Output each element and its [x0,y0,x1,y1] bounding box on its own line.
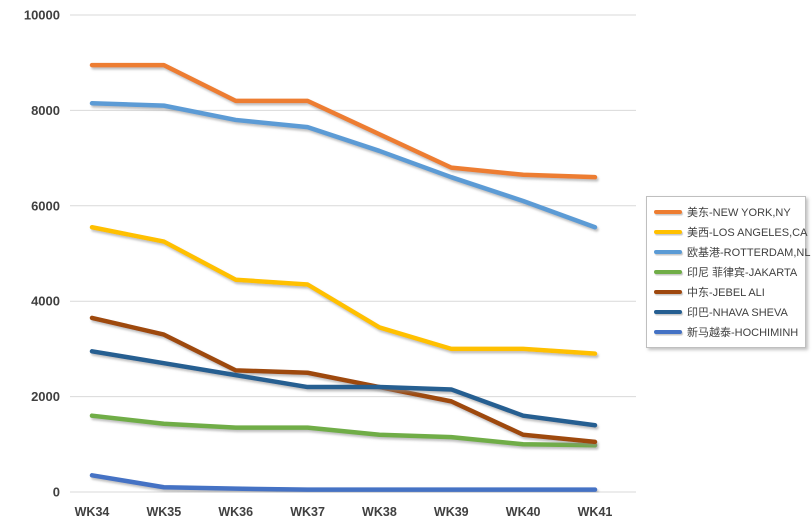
chart-legend[interactable]: 美东-NEW YORK,NY 美西-LOS ANGELES,CA 欧基港-ROTTE… [646,196,810,348]
series-line-新马越泰-HOCHIMINH[interactable] [89,473,598,492]
series-line-美西-LOS ANGELES,CA[interactable] [89,225,598,356]
legend-label: 印巴-NHAVA SHEVA [687,307,788,319]
legend-label: 美西-LOS ANGELES,CA [687,227,808,239]
y-tick-label: 6000 [31,198,60,213]
y-tick-label: 8000 [31,103,60,118]
x-tick-label: WK34 [75,505,110,519]
x-tick-label: WK40 [506,505,541,519]
legend-item[interactable]: 印巴-NHAVA SHEVA [654,302,805,322]
series-lines [89,62,598,492]
legend-label: 新马越泰-HOCHIMINH [687,327,799,339]
x-tick-label: WK37 [290,505,325,519]
legend-item[interactable]: 美西-LOS ANGELES,CA [654,222,808,242]
legend-label: 印尼 菲律宾-JAKARTA [687,267,798,279]
series-line-欧基港-ROTTERDAM,NL[interactable] [89,100,598,230]
legend-label: 美东-NEW YORK,NY [687,207,791,219]
y-tick-label: 10000 [24,8,60,23]
x-tick-label: WK39 [434,505,469,519]
legend-line-swatch [654,230,682,234]
series-line-印巴-NHAVA SHEVA[interactable] [89,349,598,428]
x-tick-label: WK41 [578,505,613,519]
legend-label: 中东-JEBEL ALI [687,287,765,299]
legend-label: 欧基港-ROTTERDAM,NL [687,247,811,259]
legend-item[interactable]: 中东-JEBEL ALI [654,282,805,302]
legend-line-swatch [654,330,682,334]
y-axis-labels: 0 2000 4000 6000 8000 10000 [24,8,60,500]
series-line-印尼 菲律宾-JAKARTA[interactable] [89,413,598,448]
legend-line-swatch [654,290,682,294]
legend-item[interactable]: 印尼 菲律宾-JAKARTA [654,262,805,282]
legend-line-swatch [654,250,682,254]
x-axis-labels: WK34 WK35 WK36 WK37 WK38 WK39 WK40 WK41 [75,505,613,519]
y-tick-label: 0 [53,485,60,500]
legend-line-swatch [654,210,682,214]
legend-item[interactable]: 新马越泰-HOCHIMINH [654,322,805,342]
x-tick-label: WK38 [362,505,397,519]
gridlines [70,14,636,493]
x-tick-label: WK35 [146,505,181,519]
x-tick-label: WK36 [218,505,253,519]
legend-line-swatch [654,310,682,314]
legend-line-swatch [654,270,682,274]
y-tick-label: 2000 [31,389,60,404]
series-line-美东-NEW YORK,NY[interactable] [89,62,598,180]
legend-item[interactable]: 美东-NEW YORK,NY [654,202,805,222]
series-line-中东-JEBEL ALI[interactable] [89,315,598,445]
y-tick-label: 4000 [31,294,60,309]
legend-item[interactable]: 欧基港-ROTTERDAM,NL [654,242,810,262]
